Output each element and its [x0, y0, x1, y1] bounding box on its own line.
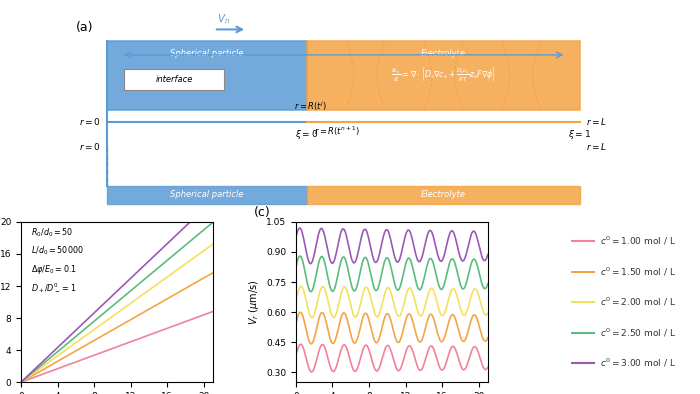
Bar [307, 41, 580, 110]
Text: $r = 0$: $r = 0$ [79, 116, 101, 127]
Text: (a): (a) [76, 21, 93, 34]
Text: (c): (c) [253, 206, 270, 219]
Bar [307, 186, 580, 204]
Text: Spherical particle: Spherical particle [171, 190, 244, 199]
Y-axis label: $V_r$ ($\mu$m/s): $V_r$ ($\mu$m/s) [246, 279, 260, 325]
Text: $r = L$: $r = L$ [587, 116, 608, 127]
Text: $c^0 = 1.00$ mol / L: $c^0 = 1.00$ mol / L [600, 235, 676, 247]
Text: $c^0 = 2.00$ mol / L: $c^0 = 2.00$ mol / L [600, 296, 676, 308]
Text: $R_0/d_0 = 50$
$L/d_0 = 50000$
$\Delta\varphi/E_0 = 0.1$
$D_+/D_-^0 = 1$: $R_0/d_0 = 50$ $L/d_0 = 50000$ $\Delta\v… [31, 227, 83, 294]
Bar [108, 186, 307, 204]
Text: interface: interface [155, 75, 193, 84]
Text: Electrolyte: Electrolyte [421, 190, 466, 199]
Text: Spherical particle: Spherical particle [171, 49, 244, 58]
Text: $r = R\left(t^{j}\right)$: $r = R\left(t^{j}\right)$ [294, 99, 327, 113]
Bar [108, 41, 307, 110]
Text: $\frac{\partial c_s}{\partial t} = \nabla \cdot \left[D_s \nabla c_s + \frac{D_s: $\frac{\partial c_s}{\partial t} = \nabl… [391, 65, 496, 83]
Text: $\xi = 0$: $\xi = 0$ [295, 128, 318, 141]
Text: $V_n$: $V_n$ [217, 13, 230, 26]
Text: $c^0 = 1.50$ mol / L: $c^0 = 1.50$ mol / L [600, 266, 676, 278]
Text: $c^0 = 2.50$ mol / L: $c^0 = 2.50$ mol / L [600, 326, 676, 339]
Text: Electrolyte: Electrolyte [421, 49, 466, 58]
FancyBboxPatch shape [124, 69, 224, 90]
Text: $r = 0$: $r = 0$ [79, 141, 101, 152]
Text: $c^0 = 3.00$ mol / L: $c^0 = 3.00$ mol / L [600, 357, 676, 369]
Text: $r = L$: $r = L$ [587, 141, 608, 152]
Text: $r = R\left(t^{n+1}\right)$: $r = R\left(t^{n+1}\right)$ [314, 125, 360, 138]
Text: $\xi = 1$: $\xi = 1$ [568, 128, 591, 141]
